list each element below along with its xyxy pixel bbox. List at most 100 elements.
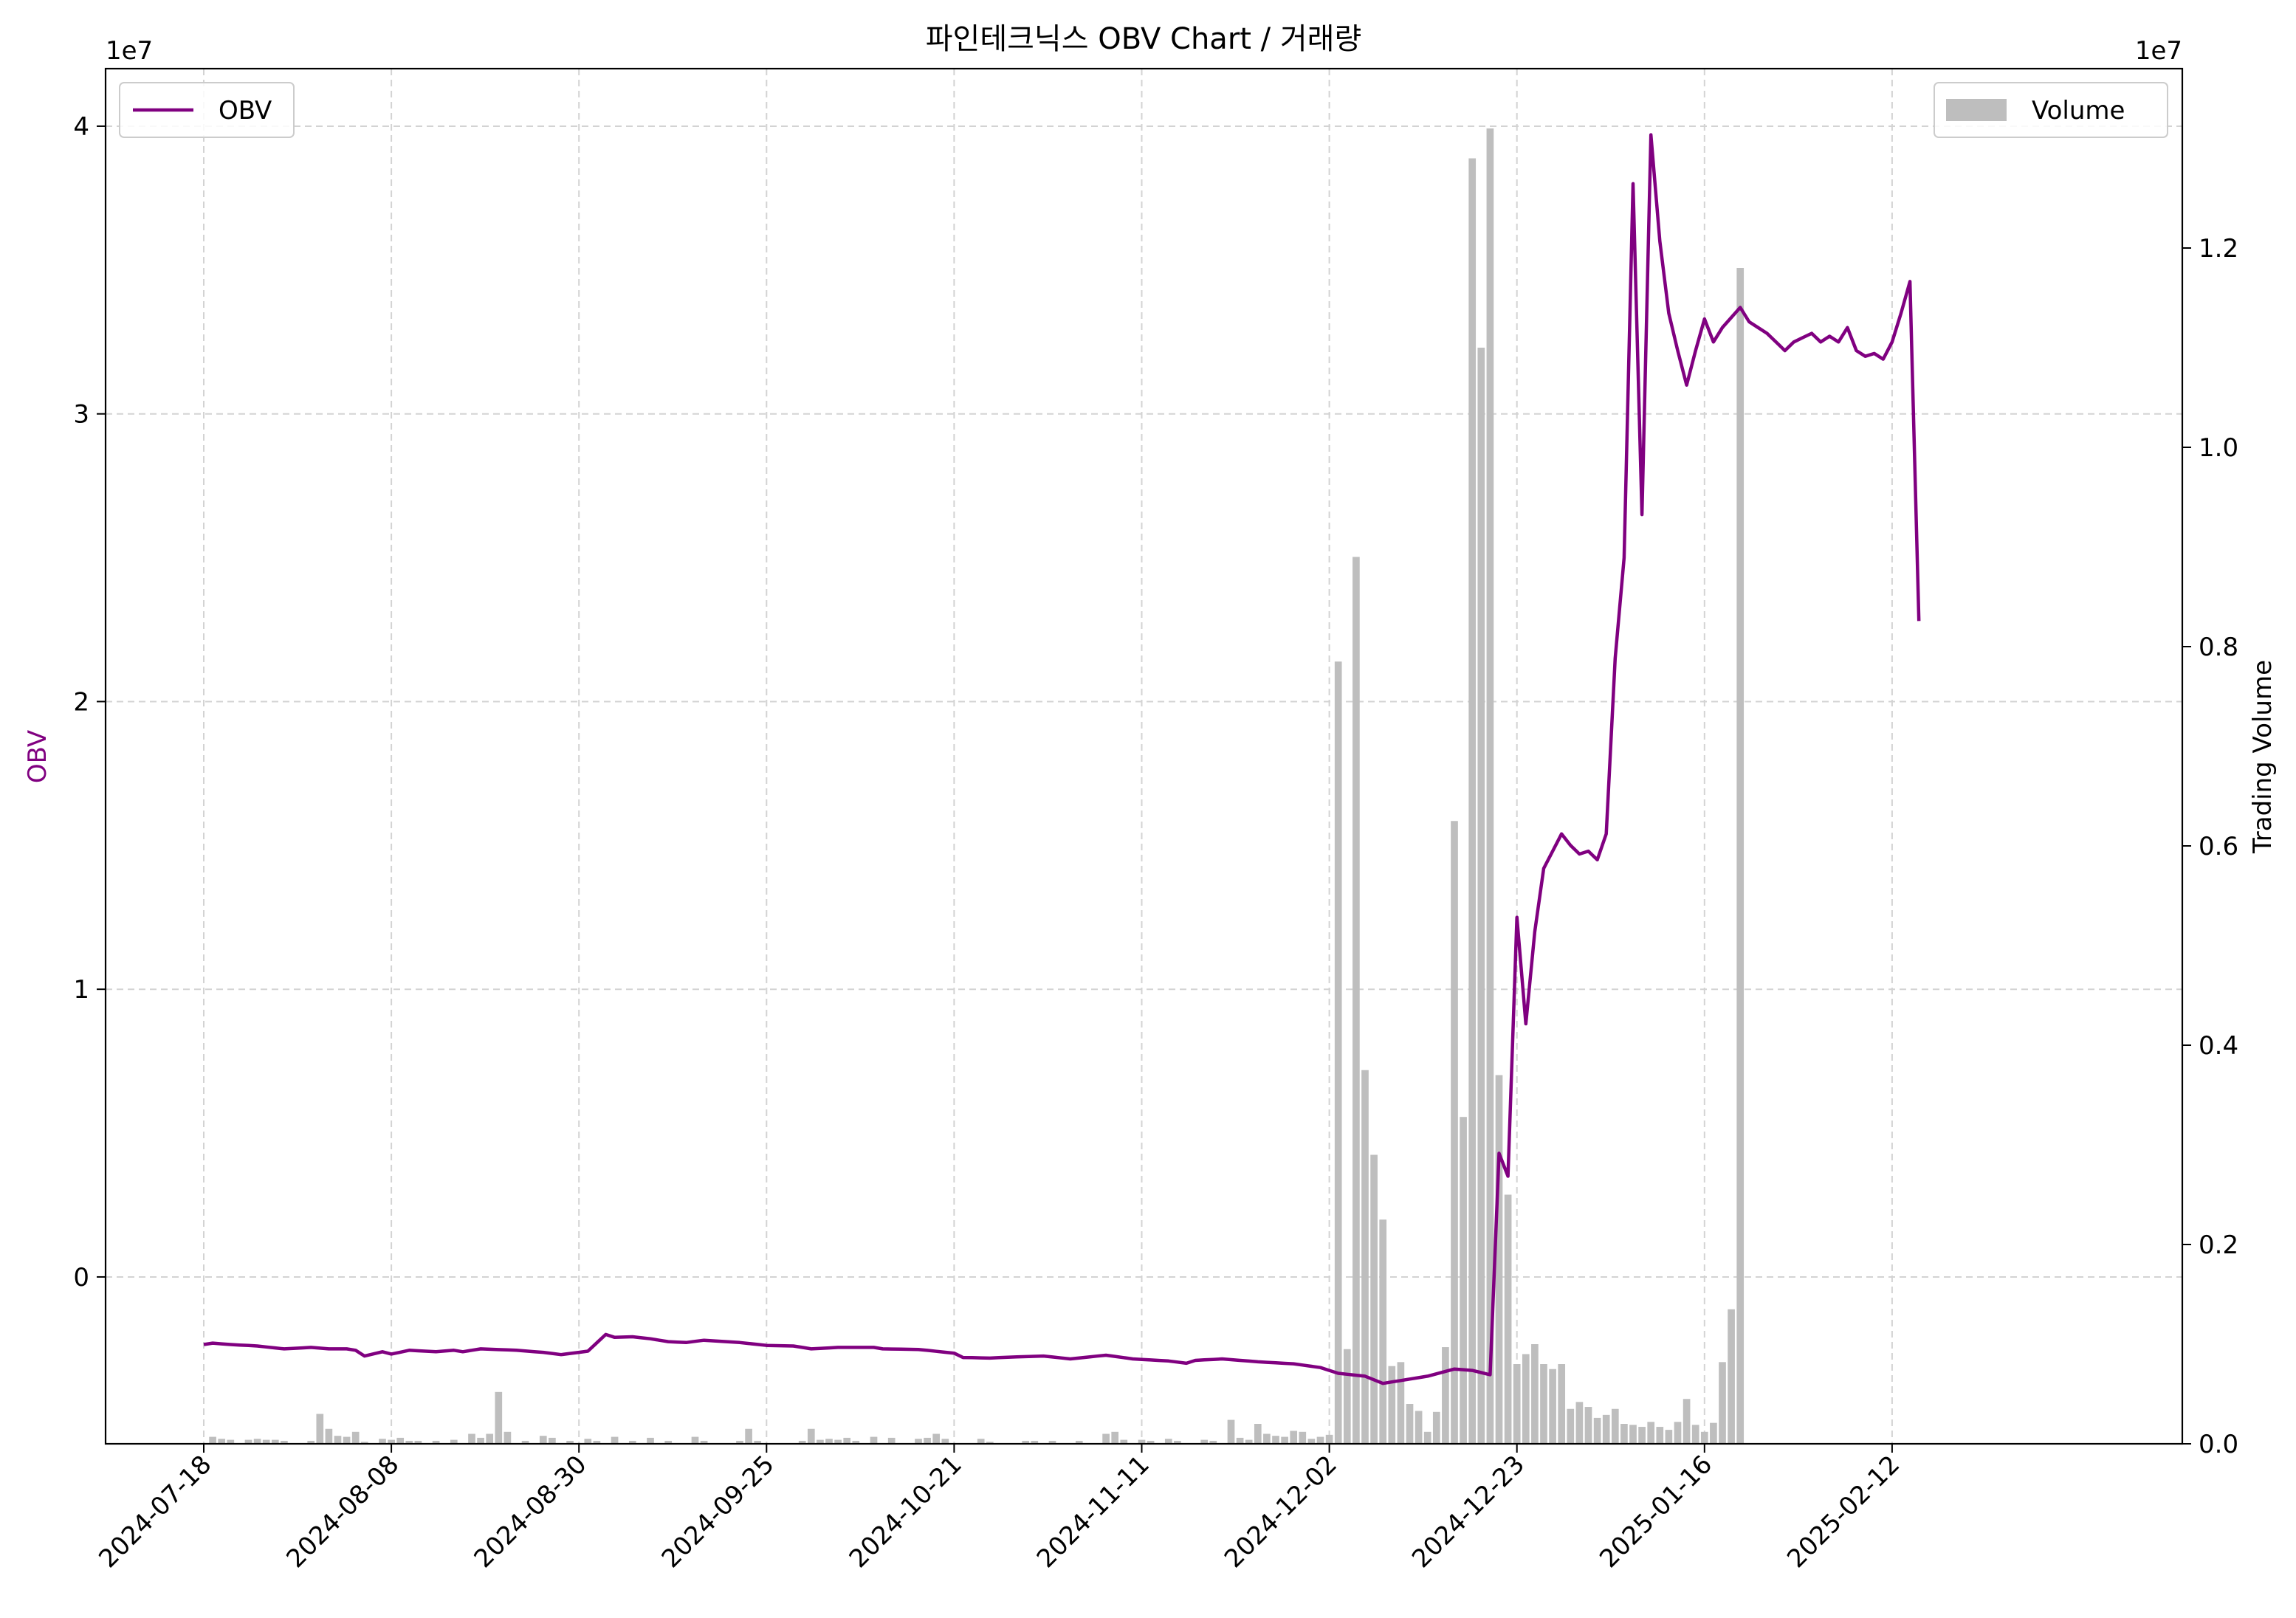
- volume-bar: [262, 1439, 270, 1444]
- volume-bar: [1710, 1422, 1717, 1444]
- volume-bar: [1102, 1433, 1110, 1444]
- volume-bar: [1495, 1075, 1503, 1444]
- volume-bar: [1700, 1431, 1708, 1444]
- volume-bar: [503, 1431, 512, 1444]
- volume-bar: [1299, 1431, 1307, 1444]
- volume-bar: [932, 1433, 941, 1444]
- volume-bar: [351, 1431, 360, 1444]
- volume-bar: [244, 1439, 252, 1444]
- volume-bar: [1334, 661, 1342, 1444]
- volume-bar: [798, 1440, 806, 1444]
- volume-bar: [1370, 1154, 1378, 1444]
- volume-bar: [549, 1437, 556, 1444]
- volume-bar: [521, 1440, 529, 1444]
- right-y-tick-label: 0.6: [2199, 832, 2238, 861]
- volume-bar: [1442, 1347, 1449, 1444]
- volume-bar: [1665, 1430, 1673, 1444]
- volume-bar: [1290, 1431, 1298, 1444]
- volume-bar: [1048, 1440, 1056, 1444]
- legend-obv-label: OBV: [219, 96, 272, 125]
- volume-bar: [1254, 1424, 1262, 1444]
- volume-bar: [1361, 1070, 1369, 1444]
- volume-bar: [593, 1440, 601, 1444]
- volume-bar: [1629, 1425, 1637, 1444]
- volume-bar: [388, 1439, 395, 1444]
- legend-volume-label: Volume: [2032, 96, 2125, 125]
- volume-bar: [1674, 1422, 1682, 1444]
- volume-bar: [209, 1436, 216, 1444]
- left-y-tick-label: 4: [73, 112, 89, 142]
- volume-bar: [584, 1439, 592, 1444]
- right-y-tick-label: 0.2: [2199, 1230, 2238, 1260]
- obv-line-layer: [203, 133, 1921, 1385]
- legend-volume: Volume: [1934, 82, 2168, 138]
- volume-bar: [1460, 1117, 1467, 1444]
- left-axis-title: OBV: [23, 730, 52, 783]
- volume-bar: [915, 1439, 922, 1444]
- volume-bar: [1593, 1417, 1601, 1444]
- volume-bar: [468, 1433, 475, 1444]
- volume-bar: [1281, 1436, 1288, 1444]
- volume-bar: [817, 1439, 824, 1444]
- volume-bar: [1343, 1349, 1351, 1444]
- volume-bar: [1477, 348, 1485, 1444]
- volume-bar: [1325, 1434, 1333, 1444]
- right-y-tick-label: 0.0: [2199, 1430, 2238, 1459]
- volume-bar: [1415, 1411, 1423, 1444]
- volume-bar: [1379, 1219, 1387, 1444]
- volume-bar: [253, 1439, 261, 1444]
- volume-bar: [647, 1437, 654, 1444]
- volume-bar: [1522, 1354, 1530, 1444]
- volume-bar: [271, 1439, 279, 1444]
- volume-bar: [405, 1440, 413, 1444]
- volume-bar: [852, 1440, 860, 1444]
- volume-bar: [691, 1436, 699, 1444]
- volume-bar: [1022, 1440, 1030, 1444]
- volume-bar: [1031, 1440, 1039, 1444]
- volume-bar: [1236, 1437, 1244, 1444]
- chart-title: 파인테크닉스 OBV Chart / 거래량: [926, 22, 1362, 56]
- volume-bar: [1486, 128, 1494, 1444]
- volume-bar: [1736, 268, 1745, 1444]
- volume-bar: [1164, 1439, 1172, 1444]
- volume-bar: [1423, 1431, 1431, 1444]
- volume-bar: [432, 1440, 440, 1444]
- volume-bar: [843, 1437, 851, 1444]
- volume-bar: [1307, 1439, 1316, 1444]
- volume-bar: [1540, 1364, 1547, 1444]
- volume-bar: [745, 1428, 752, 1444]
- grid: [106, 69, 2182, 1444]
- volume-bar: [1683, 1399, 1691, 1444]
- volume-bar: [1549, 1369, 1556, 1444]
- volume-bar: [1263, 1433, 1271, 1444]
- volume-bar: [628, 1440, 636, 1444]
- volume-bar: [316, 1414, 324, 1444]
- volume-bar: [539, 1436, 547, 1444]
- right-axis-exponent: 1e7: [2135, 36, 2182, 66]
- right-axis-title: Trading Volume: [2248, 660, 2278, 854]
- volume-bars: [209, 128, 1745, 1444]
- volume-bar: [1504, 1194, 1512, 1444]
- volume-bar: [1620, 1424, 1628, 1444]
- volume-bar: [1451, 821, 1458, 1444]
- volume-bar: [1513, 1364, 1521, 1444]
- volume-bar: [1558, 1364, 1566, 1444]
- volume-bar: [307, 1440, 315, 1444]
- legend-volume-box: [1934, 82, 2168, 138]
- volume-bar: [1120, 1439, 1128, 1444]
- left-axis-exponent: 1e7: [106, 36, 153, 66]
- volume-bar: [1388, 1366, 1396, 1444]
- volume-bar: [1397, 1362, 1405, 1444]
- volume-bar: [611, 1436, 619, 1444]
- volume-bar: [325, 1428, 333, 1444]
- volume-bar: [1567, 1408, 1575, 1444]
- legend-obv: OBV: [119, 82, 295, 138]
- volume-bar: [1611, 1408, 1619, 1444]
- volume-bar: [379, 1439, 386, 1444]
- volume-bar: [1227, 1419, 1235, 1444]
- volume-bar: [334, 1436, 342, 1444]
- volume-bar: [343, 1436, 351, 1444]
- volume-bar: [1111, 1431, 1119, 1444]
- volume-bar: [1352, 557, 1360, 1444]
